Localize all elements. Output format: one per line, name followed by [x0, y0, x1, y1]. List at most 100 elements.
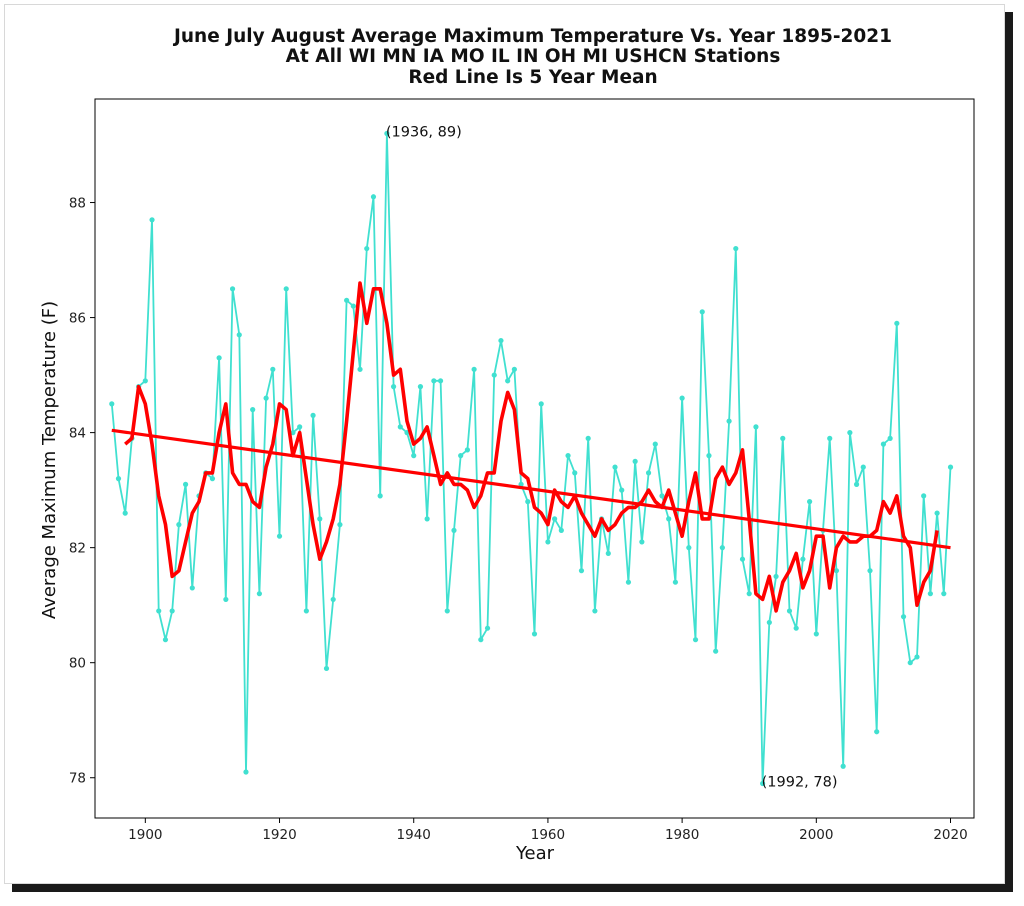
- x-tick-label: 1940: [397, 827, 431, 843]
- annual-temperature-point: [827, 435, 833, 441]
- annual-temperature-point: [270, 366, 276, 372]
- annual-temperature-point: [189, 585, 195, 591]
- annual-temperature-point: [585, 435, 591, 441]
- annual-temperature-point: [310, 412, 316, 418]
- annual-temperature-point: [746, 591, 752, 597]
- annual-temperature-point: [350, 303, 356, 309]
- peak-annotation: (1992, 78): [762, 774, 838, 790]
- annual-temperature-point: [592, 608, 598, 614]
- annual-temperature-point: [156, 608, 162, 614]
- annual-temperature-point: [645, 470, 652, 476]
- annual-temperature-line: [110, 132, 952, 785]
- annual-temperature-point: [773, 573, 779, 580]
- annual-temperature-point: [672, 579, 679, 585]
- annual-temperature-point: [793, 625, 799, 631]
- annual-temperature-point: [276, 533, 283, 539]
- x-axis: 1900 1920 1940 1960 1980 2000 2020: [128, 818, 968, 843]
- annual-temperature-point: [505, 378, 511, 384]
- annual-temperature-point: [424, 516, 430, 522]
- annual-temperature-point: [692, 637, 699, 643]
- annual-temperature-point: [840, 763, 846, 769]
- annual-temperature-point: [552, 516, 558, 522]
- annual-temperature-point: [511, 366, 517, 372]
- annual-temperature-point: [558, 527, 564, 534]
- annual-temperature-point: [122, 510, 128, 516]
- annual-temperature-point: [753, 424, 759, 430]
- annual-temperature-point: [303, 608, 309, 614]
- annual-temperature-point: [209, 476, 216, 482]
- five-year-mean-line: [124, 281, 939, 613]
- mean-series: [124, 281, 939, 613]
- peak-annotation: (1936, 89): [386, 125, 462, 141]
- annual-temperature-point: [578, 568, 585, 574]
- annual-temperature-point: [565, 453, 571, 459]
- annual-temperature-point: [115, 476, 122, 482]
- annual-series: [109, 130, 954, 787]
- annual-temperature-point: [632, 458, 638, 464]
- x-tick-label: 2020: [933, 827, 967, 843]
- annual-temperature-point: [760, 780, 766, 787]
- annual-temperature-point: [243, 769, 249, 775]
- annual-temperature-point: [498, 337, 504, 344]
- x-tick-label: 1920: [262, 827, 296, 843]
- x-tick-label: 1980: [665, 827, 699, 843]
- annual-temperature-point: [894, 320, 900, 326]
- x-axis-label: Year: [515, 843, 555, 864]
- annual-temperature-point: [780, 435, 786, 441]
- annual-temperature-point: [317, 516, 323, 522]
- annual-temperature-point: [860, 464, 866, 470]
- annual-temperature-point: [545, 539, 551, 545]
- annual-temperature-point: [739, 556, 746, 562]
- annual-temperature-point: [813, 631, 819, 637]
- annual-temperature-point: [914, 654, 920, 660]
- annual-temperature-point: [538, 401, 544, 407]
- annual-temperature-point: [699, 309, 705, 315]
- annual-temperature-point: [250, 407, 256, 413]
- annual-temperature-point: [397, 424, 403, 430]
- annual-temperature-point: [941, 591, 947, 597]
- annual-temperature-point: [478, 637, 484, 643]
- annual-temperature-point: [451, 527, 457, 534]
- x-tick-label: 1900: [128, 827, 162, 843]
- annual-temperature-point: [109, 401, 115, 407]
- annual-temperature-point: [297, 424, 303, 430]
- annual-temperature-point: [807, 499, 813, 505]
- annual-temperature-point: [531, 631, 538, 637]
- annual-temperature-point: [726, 418, 732, 424]
- annual-temperature-point: [666, 516, 672, 522]
- annotations: (1936, 89) (1992, 78): [386, 125, 838, 791]
- annual-temperature-point: [149, 217, 155, 223]
- annual-temperature-point: [431, 378, 437, 384]
- annual-temperature-point: [625, 579, 632, 585]
- annual-temperature-point: [706, 453, 712, 459]
- x-tick-label: 2000: [799, 827, 833, 843]
- annual-temperature-point: [384, 130, 390, 137]
- annual-temperature-point: [686, 545, 692, 551]
- annual-temperature-point: [880, 441, 887, 447]
- annual-temperature-point: [337, 522, 343, 528]
- chart-title: June July August Average Maximum Tempera…: [172, 26, 892, 88]
- annual-temperature-point: [444, 608, 450, 614]
- annual-temperature-point: [766, 619, 772, 626]
- annual-temperature-point: [377, 493, 383, 499]
- annual-temperature-point: [182, 481, 189, 487]
- annual-temperature-point: [142, 378, 148, 384]
- annual-temperature-point: [900, 614, 907, 620]
- annual-temperature-point: [357, 366, 363, 372]
- annual-temperature-point: [411, 453, 417, 459]
- annual-temperature-point: [390, 384, 397, 390]
- annual-temperature-point: [223, 596, 229, 603]
- y-tick-label: 84: [69, 426, 86, 442]
- chart-title-line-2: At All WI MN IA MO IL IN OH MI USHCN Sta…: [286, 46, 781, 67]
- y-tick-label: 82: [69, 541, 86, 557]
- y-tick-label: 78: [69, 771, 86, 787]
- annual-temperature-point: [216, 355, 222, 361]
- annual-temperature-point: [874, 729, 880, 735]
- annual-temperature-point: [833, 568, 840, 574]
- annual-temperature-point: [162, 637, 169, 643]
- annual-temperature-point: [786, 608, 793, 614]
- annual-temperature-point: [283, 286, 289, 292]
- annual-temperature-point: [867, 568, 873, 574]
- annual-temperature-point: [652, 441, 658, 447]
- y-tick-label: 88: [69, 196, 86, 212]
